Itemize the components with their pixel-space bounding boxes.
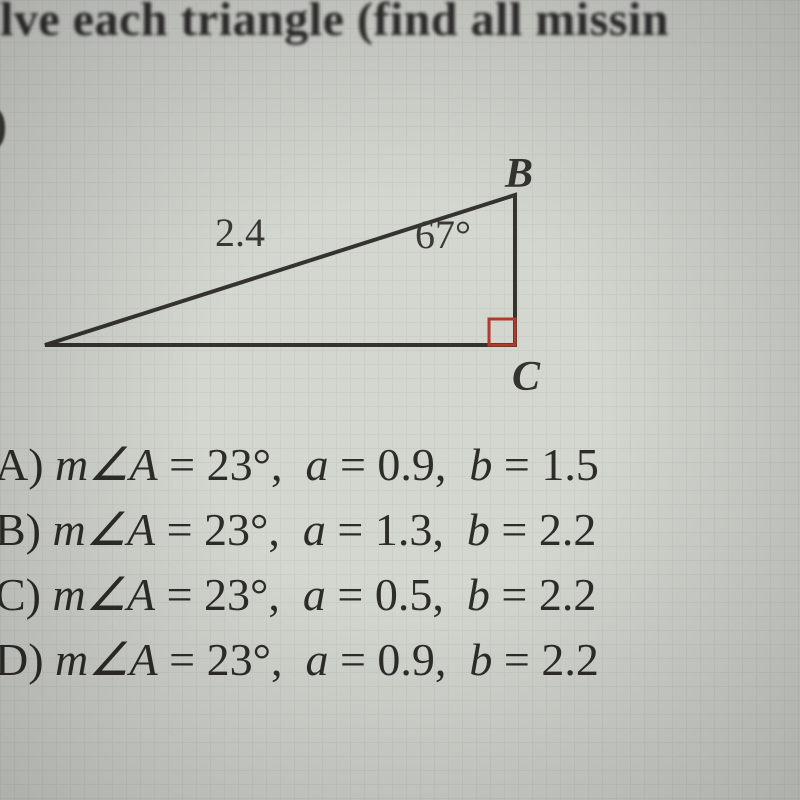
angle-value: 23°: [204, 569, 268, 620]
answer-choice-a: A) m∠A = 23°, a = 0.9, b = 1.5: [0, 436, 599, 495]
a-label: a: [303, 569, 326, 620]
choice-prefix: B): [0, 504, 41, 555]
side-length-label: 2.4: [215, 209, 265, 256]
answer-choices: A) m∠A = 23°, a = 0.9, b = 1.5 B) m∠A = …: [0, 430, 599, 696]
choice-prefix: A): [0, 439, 44, 490]
a-label: a: [305, 439, 328, 490]
b-label: b: [467, 504, 490, 555]
triangle-diagram: 2.4 B C 67°: [35, 155, 635, 385]
page-header: lve each triangle (find all missin: [0, 0, 800, 47]
triangle-svg: [35, 155, 635, 385]
choice-prefix: C): [0, 569, 41, 620]
angle-value: 23°: [207, 439, 271, 490]
a-value: 1.3: [375, 504, 433, 555]
angle-value: 23°: [204, 504, 268, 555]
angle-label: 67°: [415, 211, 471, 258]
a-label: a: [303, 504, 326, 555]
answer-choice-b: B) m∠A = 23°, a = 1.3, b = 2.2: [0, 501, 599, 560]
angle-value: 23°: [207, 634, 271, 685]
a-value: 0.9: [377, 439, 435, 490]
m-angle-a-label: m∠A: [53, 569, 156, 620]
answer-choice-c: C) m∠A = 23°, a = 0.5, b = 2.2: [0, 566, 599, 625]
answer-choice-d: D) m∠A = 23°, a = 0.9, b = 2.2: [0, 631, 599, 690]
b-value: 2.2: [539, 569, 597, 620]
a-value: 0.5: [375, 569, 433, 620]
choice-prefix: D): [0, 634, 44, 685]
b-value: 1.5: [541, 439, 599, 490]
m-angle-a-label: m∠A: [55, 634, 158, 685]
b-label: b: [469, 634, 492, 685]
b-value: 2.2: [539, 504, 597, 555]
partial-label: ): [0, 95, 7, 154]
b-value: 2.2: [541, 634, 599, 685]
m-angle-a-label: m∠A: [53, 504, 156, 555]
vertex-b-label: B: [505, 150, 533, 198]
b-label: b: [469, 439, 492, 490]
a-value: 0.9: [377, 634, 435, 685]
b-label: b: [467, 569, 490, 620]
m-angle-a-label: m∠A: [55, 439, 158, 490]
vertex-c-label: C: [512, 353, 540, 401]
a-label: a: [305, 634, 328, 685]
